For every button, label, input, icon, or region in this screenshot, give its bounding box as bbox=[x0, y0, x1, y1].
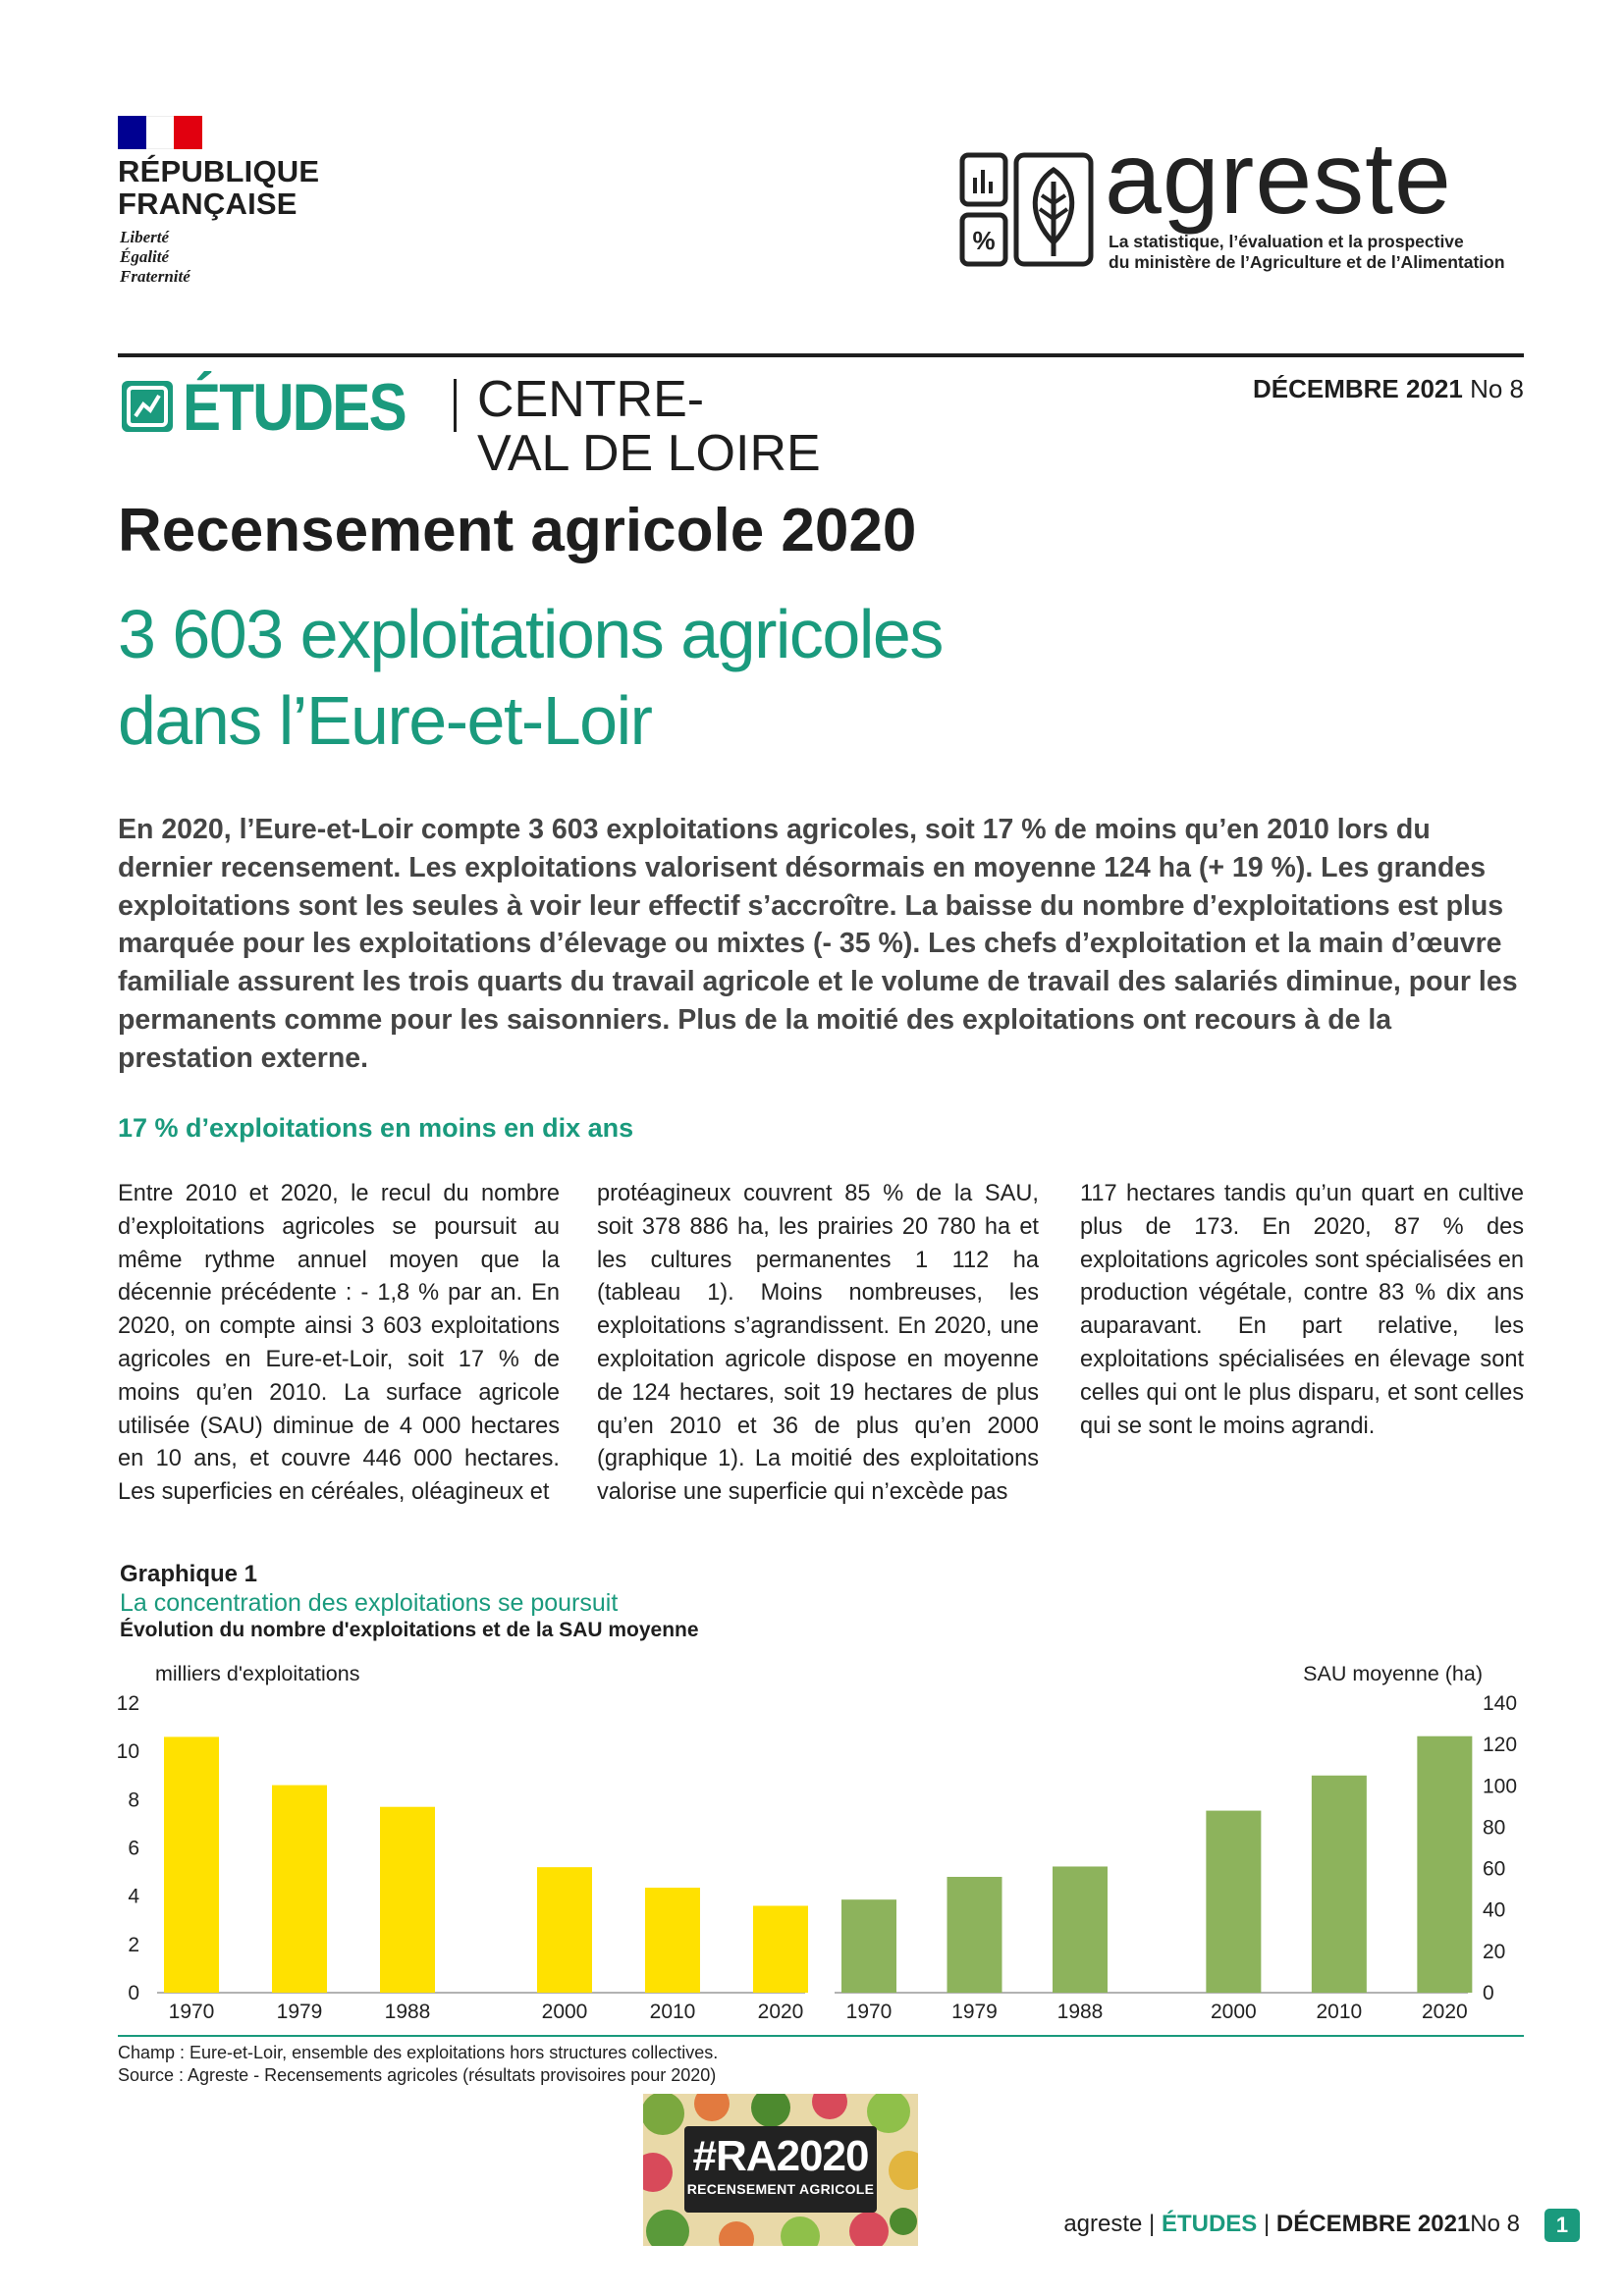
page-subtitle: 3 603 exploitations agricoles dans l’Eur… bbox=[118, 591, 1198, 764]
footer-sep-2: | bbox=[1263, 2211, 1271, 2237]
body-text-2: protéagineux couvrent 85 % de la SAU, so… bbox=[597, 1181, 1039, 1506]
x-tick-label-right-2000: 2000 bbox=[1211, 2001, 1257, 2023]
bar-exploitations-2020 bbox=[753, 1905, 808, 1993]
y-tick-label-left-6: 12 bbox=[117, 1692, 139, 1715]
figure-champ: Champ : Eure-et-Loir, ensemble des explo… bbox=[118, 2043, 719, 2062]
y-tick-label-left-0: 0 bbox=[128, 1982, 139, 2004]
y-tick-label-right-4: 80 bbox=[1483, 1816, 1505, 1839]
footer-sep-1: | bbox=[1149, 2211, 1156, 2237]
page-title: Recensement agricole 2020 bbox=[118, 497, 917, 564]
y-tick-label-right-7: 140 bbox=[1483, 1692, 1517, 1715]
subtitle-line1: 3 603 exploitations agricoles bbox=[118, 596, 944, 672]
x-tick-label-left-1979: 1979 bbox=[277, 2001, 323, 2023]
x-tick-label-right-1979: 1979 bbox=[951, 2001, 998, 2023]
etudes-trend-icon bbox=[122, 381, 173, 432]
bar-exploitations-1979 bbox=[272, 1785, 327, 1993]
page-footer: agreste | ÉTUDES | DÉCEMBRE 2021No 8 bbox=[982, 2210, 1520, 2239]
x-tick-label-right-2020: 2020 bbox=[1422, 2001, 1468, 2023]
body-text-3: 117 hectares tandis qu’un quart en culti… bbox=[1080, 1181, 1524, 1439]
footer-brand: agreste bbox=[1063, 2211, 1143, 2237]
agreste-logo-icon: % bbox=[959, 152, 1094, 267]
y-tick-label-right-6: 120 bbox=[1483, 1734, 1517, 1756]
x-tick-label-left-2020: 2020 bbox=[758, 2001, 804, 2023]
agreste-tagline-line2: du ministère de l’Agriculture et de l’Al… bbox=[1109, 252, 1505, 272]
region-line2: VAL DE LOIRE bbox=[477, 425, 821, 482]
ra2020-tag: #RA2020 bbox=[692, 2132, 870, 2180]
motto-liberte: Liberté bbox=[120, 228, 170, 246]
bar-exploitations-2000 bbox=[537, 1867, 592, 1993]
region-name: CENTRE- VAL DE LOIRE bbox=[477, 373, 821, 481]
x-tick-label-right-2010: 2010 bbox=[1317, 2001, 1363, 2023]
republic-motto: Liberté Égalité Fraternité bbox=[120, 228, 190, 287]
x-tick-label-right-1970: 1970 bbox=[846, 2001, 893, 2023]
y-tick-label-right-0: 0 bbox=[1483, 1982, 1494, 2004]
ra2020-logo: #RA2020 RECENSEMENT AGRICOLE bbox=[643, 2094, 918, 2246]
figure-source: Source : Agreste - Recensements agricole… bbox=[118, 2065, 717, 2085]
y-tick-label-left-1: 2 bbox=[128, 1934, 139, 1956]
issue-date: DÉCEMBRE 2021 bbox=[1252, 374, 1463, 403]
svg-text:%: % bbox=[972, 226, 995, 255]
footer-date: DÉCEMBRE 2021 bbox=[1275, 2211, 1471, 2237]
agreste-tagline: La statistique, l’évaluation et la prosp… bbox=[1109, 232, 1505, 273]
issue-info: DÉCEMBRE 2021 No 8 bbox=[1237, 374, 1524, 403]
french-flag-logo bbox=[118, 116, 203, 149]
region-line1: CENTRE- bbox=[477, 371, 705, 428]
series-name: ÉTUDES bbox=[183, 370, 407, 445]
body-column-3: 117 hectares tandis qu’un quart en culti… bbox=[1080, 1178, 1524, 1443]
issue-number: No 8 bbox=[1470, 374, 1524, 403]
figure-subtitle: Évolution du nombre d'exploitations et d… bbox=[120, 1619, 699, 1641]
y-tick-label-right-5: 100 bbox=[1483, 1775, 1517, 1797]
section-heading: 17 % d’exploitations en moins en dix ans bbox=[118, 1113, 634, 1143]
bar-sau-1988 bbox=[1053, 1866, 1108, 1993]
lead-paragraph: En 2020, l’Eure-et-Loir compte 3 603 exp… bbox=[118, 814, 1518, 1074]
body-column-2: protéagineux couvrent 85 % de la SAU, so… bbox=[597, 1178, 1039, 1510]
republic-line1: RÉPUBLIQUE bbox=[118, 154, 320, 188]
page-number-badge: 1 bbox=[1544, 2209, 1580, 2242]
subtitle-line2: dans l’Eure-et-Loir bbox=[118, 682, 653, 759]
figure-title: La concentration des exploitations se po… bbox=[120, 1589, 619, 1617]
x-tick-label-left-2010: 2010 bbox=[650, 2001, 696, 2023]
motto-fraternite: Fraternité bbox=[120, 267, 190, 286]
bar-exploitations-1970 bbox=[164, 1736, 219, 1993]
y-tick-label-left-5: 10 bbox=[117, 1740, 139, 1763]
masthead-separator bbox=[454, 379, 457, 432]
x-tick-label-right-1988: 1988 bbox=[1057, 2001, 1104, 2023]
bar-sau-2020 bbox=[1417, 1735, 1473, 1993]
x-tick-label-left-1970: 1970 bbox=[169, 2001, 215, 2023]
figure-label: Graphique 1 bbox=[120, 1561, 258, 1587]
republic-line2: FRANÇAISE bbox=[118, 187, 298, 221]
footer-series: ÉTUDES bbox=[1161, 2211, 1258, 2237]
body-text-1: Entre 2010 et 2020, le recul du nombre d… bbox=[118, 1181, 560, 1506]
figure-divider bbox=[118, 2035, 1524, 2037]
figure-notes: Champ : Eure-et-Loir, ensemble des explo… bbox=[118, 2042, 718, 2087]
bar-exploitations-2010 bbox=[645, 1888, 700, 1993]
ra2020-plate: #RA2020 RECENSEMENT AGRICOLE bbox=[684, 2126, 877, 2213]
ra2020-caption: RECENSEMENT AGRICOLE bbox=[686, 2181, 875, 2197]
right-axis-label: SAU moyenne (ha) bbox=[1303, 1662, 1483, 1685]
bar-sau-2000 bbox=[1206, 1810, 1262, 1993]
x-tick-label-left-2000: 2000 bbox=[542, 2001, 588, 2023]
agreste-wordmark: agreste bbox=[1105, 122, 1452, 236]
agreste-tagline-line1: La statistique, l’évaluation et la prosp… bbox=[1109, 232, 1464, 251]
bar-chart: 0 2 4 6 8 10 12 1970 1979 1988 2000 2010 2020 0 20 40 60… bbox=[117, 1692, 1517, 2023]
republic-name: RÉPUBLIQUE FRANÇAISE bbox=[118, 155, 319, 220]
footer-number: No 8 bbox=[1470, 2211, 1520, 2237]
bar-sau-1970 bbox=[841, 1899, 896, 1993]
left-axis-label: milliers d'exploitations bbox=[155, 1662, 360, 1685]
y-tick-label-right-2: 40 bbox=[1483, 1899, 1505, 1922]
body-column-1: Entre 2010 et 2020, le recul du nombre d… bbox=[118, 1178, 560, 1510]
y-tick-label-right-3: 60 bbox=[1483, 1858, 1505, 1881]
motto-egalite: Égalité bbox=[120, 247, 170, 266]
header-divider bbox=[118, 353, 1524, 357]
x-tick-label-left-1988: 1988 bbox=[385, 2001, 431, 2023]
bar-exploitations-1988 bbox=[380, 1806, 435, 1993]
y-tick-label-right-1: 20 bbox=[1483, 1941, 1505, 1963]
bar-sau-2010 bbox=[1311, 1775, 1367, 1993]
y-tick-label-left-4: 8 bbox=[128, 1789, 139, 1811]
y-tick-label-left-3: 6 bbox=[128, 1838, 139, 1860]
y-tick-label-left-2: 4 bbox=[128, 1886, 139, 1908]
bar-sau-1979 bbox=[947, 1877, 1002, 1993]
